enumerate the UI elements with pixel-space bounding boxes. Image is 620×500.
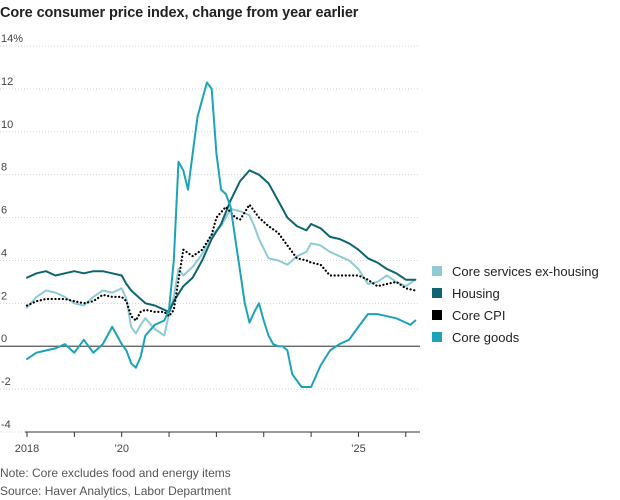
legend-item-housing: Housing [432,282,599,304]
y-tick-label: -4 [1,419,11,431]
y-tick-label: 4 [1,247,7,259]
y-tick-label: 2 [1,290,7,302]
y-tick-label: 12 [1,76,13,88]
series-line-core-goods [26,81,417,388]
legend-swatch [432,266,442,276]
legend-swatch [432,310,442,320]
legend: Core services ex-housing Housing Core CP… [432,260,599,348]
legend-item-core-services-ex-housing: Core services ex-housing [432,260,599,282]
legend-label: Core services ex-housing [452,263,599,279]
x-axis: 2018 ’20 ’25 [15,431,420,455]
series-line-core-services-ex-housing [26,208,417,337]
legend-item-core-goods: Core goods [432,326,599,348]
chart-title: Core consumer price index, change from y… [0,5,359,21]
legend-swatch [432,332,442,342]
legend-item-core-cpi: Core CPI [432,304,599,326]
y-tick-label: 8 [1,162,7,174]
series-line-core-cpi [25,203,417,322]
source-note: Source: Haver Analytics, Labor Departmen… [0,484,231,498]
y-tick-label: 6 [1,205,7,217]
legend-label: Housing [452,285,500,301]
legend-label: Core CPI [452,307,506,323]
x-tick-label: 2018 [15,443,39,455]
y-tick-label: -2 [1,376,11,388]
y-tick-label: 0 [1,333,7,345]
legend-swatch [432,288,442,298]
y-tick-label: 14% [1,33,23,45]
footnote: Note: Core excludes food and energy item… [0,466,231,480]
y-tick-label: 10 [1,119,13,131]
x-tick-label: ’20 [114,443,129,455]
series-lines [25,81,417,388]
series-line-housing [26,169,417,313]
legend-label: Core goods [452,329,520,345]
y-axis-tick-labels: -4 -2 0 2 4 6 8 10 12 14% [1,33,23,431]
x-tick-label: ’25 [351,443,366,455]
